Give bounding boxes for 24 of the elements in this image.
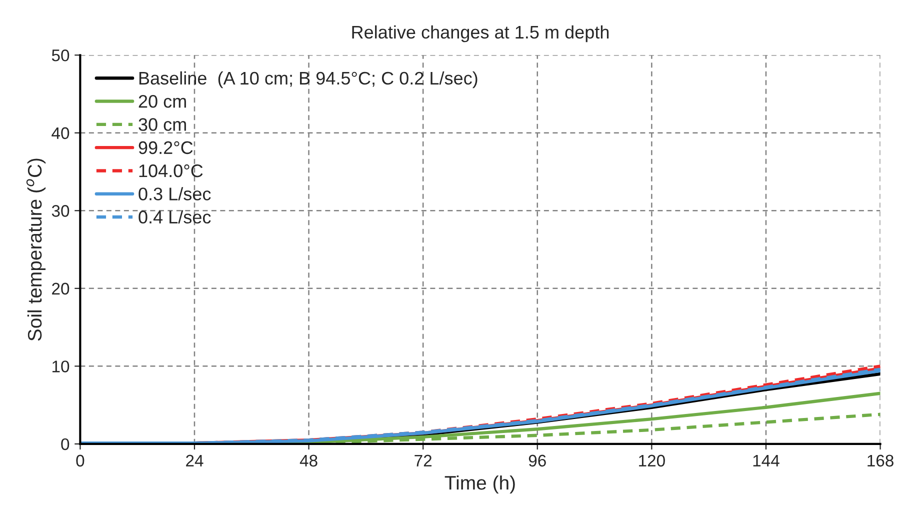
y-tick-label: 30 — [52, 205, 70, 217]
x-tick-label: 0 — [76, 454, 84, 467]
legend-label: 0.3 L/sec — [138, 187, 211, 200]
x-tick-label: 72 — [414, 454, 432, 466]
legend-label: 30 cm — [138, 118, 186, 131]
x-tick-label: 24 — [186, 454, 204, 466]
y-tick-label: 10 — [52, 360, 70, 372]
x-tick-label: 120 — [639, 454, 665, 467]
legend-label: Baseline (A 10 cm; B 94.5°C; C 0.2 L/sec) — [139, 71, 478, 88]
x-tick-label: 168 — [868, 454, 894, 467]
y-tick-label: 0 — [61, 438, 70, 450]
x-tick-label: 144 — [753, 454, 780, 466]
legend-label: 104.0°C — [139, 164, 203, 178]
y-tick-label: 50 — [52, 50, 70, 62]
y-axis-title: Soil temperature ($^{o}$C) — [26, 158, 46, 341]
y-tick-label: 40 — [52, 127, 70, 140]
chart-title: Relative changes at 1.5 m depth — [352, 25, 609, 42]
legend-label: 0.4 L/sec — [138, 210, 211, 224]
legend-label: 99.2°C — [138, 141, 193, 154]
legend-label: 20 cm — [138, 94, 186, 108]
y-tick-label: 20 — [52, 282, 70, 295]
x-tick-label: 48 — [300, 454, 318, 467]
x-tick-label: 96 — [528, 454, 546, 467]
x-axis-title: Time (h) — [444, 475, 515, 494]
